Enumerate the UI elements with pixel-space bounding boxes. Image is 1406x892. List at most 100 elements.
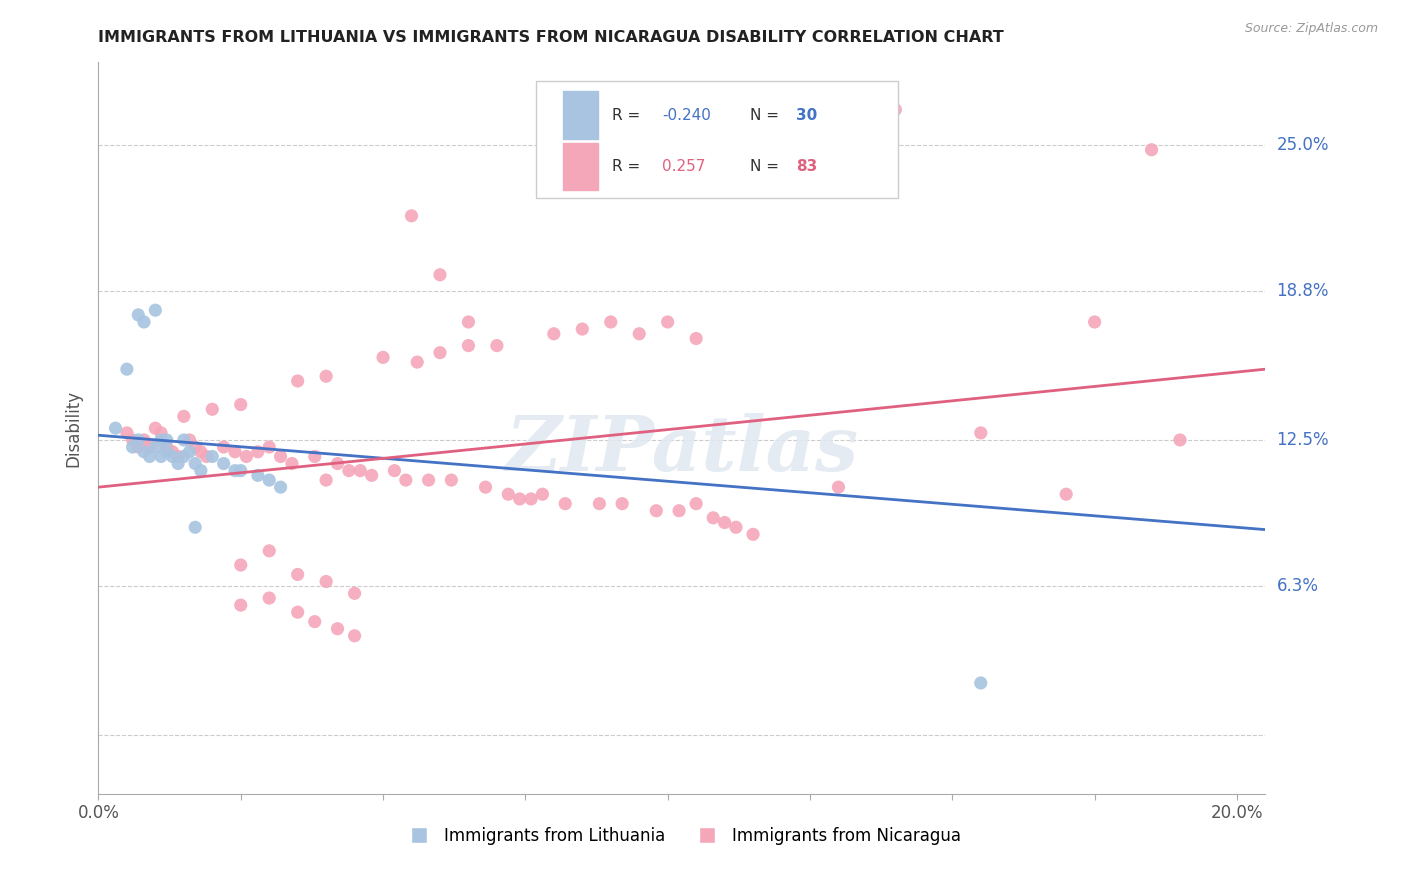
Point bbox=[970, 676, 993, 690]
Point bbox=[162, 450, 184, 464]
Point bbox=[474, 480, 496, 494]
Point bbox=[224, 464, 246, 478]
Point bbox=[212, 440, 235, 454]
Text: N =: N = bbox=[749, 159, 783, 174]
Point bbox=[349, 464, 371, 478]
Point bbox=[179, 433, 201, 447]
Point bbox=[229, 464, 252, 478]
Point bbox=[127, 433, 149, 447]
Point bbox=[884, 103, 907, 117]
Point bbox=[645, 504, 668, 518]
Point bbox=[156, 440, 179, 454]
Point bbox=[360, 468, 382, 483]
Point bbox=[531, 487, 554, 501]
Point bbox=[127, 440, 149, 454]
Point bbox=[599, 315, 621, 329]
Point bbox=[156, 433, 179, 447]
Text: -0.240: -0.240 bbox=[662, 108, 711, 122]
Text: R =: R = bbox=[612, 159, 645, 174]
Point bbox=[498, 487, 520, 501]
Point bbox=[246, 468, 269, 483]
Point bbox=[229, 598, 252, 612]
Point bbox=[315, 574, 337, 589]
Point bbox=[270, 480, 292, 494]
Point bbox=[724, 520, 747, 534]
Text: 0.257: 0.257 bbox=[662, 159, 706, 174]
Text: IMMIGRANTS FROM LITHUANIA VS IMMIGRANTS FROM NICARAGUA DISABILITY CORRELATION CH: IMMIGRANTS FROM LITHUANIA VS IMMIGRANTS … bbox=[98, 29, 1004, 45]
Point bbox=[418, 473, 440, 487]
FancyBboxPatch shape bbox=[562, 143, 598, 191]
Point bbox=[167, 450, 190, 464]
Point bbox=[628, 326, 651, 341]
Point bbox=[224, 444, 246, 458]
Point bbox=[315, 369, 337, 384]
Point bbox=[229, 558, 252, 572]
Point bbox=[657, 315, 679, 329]
Point bbox=[115, 362, 138, 376]
Point bbox=[257, 440, 280, 454]
Text: 12.5%: 12.5% bbox=[1277, 431, 1329, 449]
Point bbox=[257, 473, 280, 487]
Point bbox=[509, 491, 531, 506]
Point bbox=[485, 338, 508, 352]
Text: 30: 30 bbox=[796, 108, 817, 122]
Point bbox=[173, 409, 195, 424]
Point bbox=[270, 450, 292, 464]
Point bbox=[457, 338, 479, 352]
Point bbox=[1168, 433, 1191, 447]
Legend: Immigrants from Lithuania, Immigrants from Nicaragua: Immigrants from Lithuania, Immigrants fr… bbox=[396, 820, 967, 851]
Point bbox=[588, 497, 610, 511]
Point bbox=[304, 450, 326, 464]
Text: N =: N = bbox=[749, 108, 783, 122]
Point bbox=[457, 315, 479, 329]
Point bbox=[827, 480, 849, 494]
Point bbox=[150, 433, 173, 447]
Point bbox=[326, 622, 349, 636]
Point bbox=[184, 520, 207, 534]
Point bbox=[195, 450, 218, 464]
Point bbox=[132, 433, 155, 447]
Point bbox=[190, 464, 212, 478]
Point bbox=[150, 425, 173, 440]
Point bbox=[315, 473, 337, 487]
Point bbox=[184, 457, 207, 471]
Point bbox=[121, 433, 143, 447]
Point bbox=[190, 444, 212, 458]
Point bbox=[384, 464, 406, 478]
Text: ZIPatlas: ZIPatlas bbox=[505, 413, 859, 487]
Point bbox=[150, 450, 173, 464]
Point bbox=[287, 567, 309, 582]
Y-axis label: Disability: Disability bbox=[65, 390, 83, 467]
Point bbox=[554, 497, 576, 511]
Point bbox=[685, 497, 707, 511]
Point bbox=[395, 473, 418, 487]
Point bbox=[138, 440, 160, 454]
Point bbox=[132, 315, 155, 329]
Point bbox=[520, 491, 543, 506]
Point bbox=[304, 615, 326, 629]
Point bbox=[115, 425, 138, 440]
Point bbox=[970, 425, 993, 440]
Point bbox=[257, 591, 280, 605]
Point bbox=[156, 444, 179, 458]
Point bbox=[337, 464, 360, 478]
Point bbox=[138, 450, 160, 464]
Point bbox=[246, 444, 269, 458]
Point bbox=[201, 450, 224, 464]
Point bbox=[685, 331, 707, 345]
Point bbox=[440, 473, 463, 487]
Point bbox=[287, 374, 309, 388]
FancyBboxPatch shape bbox=[536, 81, 898, 198]
Point bbox=[179, 444, 201, 458]
Point bbox=[184, 440, 207, 454]
Point bbox=[326, 457, 349, 471]
Point bbox=[121, 440, 143, 454]
Text: 25.0%: 25.0% bbox=[1277, 136, 1329, 154]
Point bbox=[201, 402, 224, 417]
Point bbox=[343, 586, 366, 600]
Point bbox=[406, 355, 429, 369]
Point bbox=[257, 544, 280, 558]
Point bbox=[281, 457, 304, 471]
Point bbox=[132, 444, 155, 458]
Point bbox=[742, 527, 765, 541]
